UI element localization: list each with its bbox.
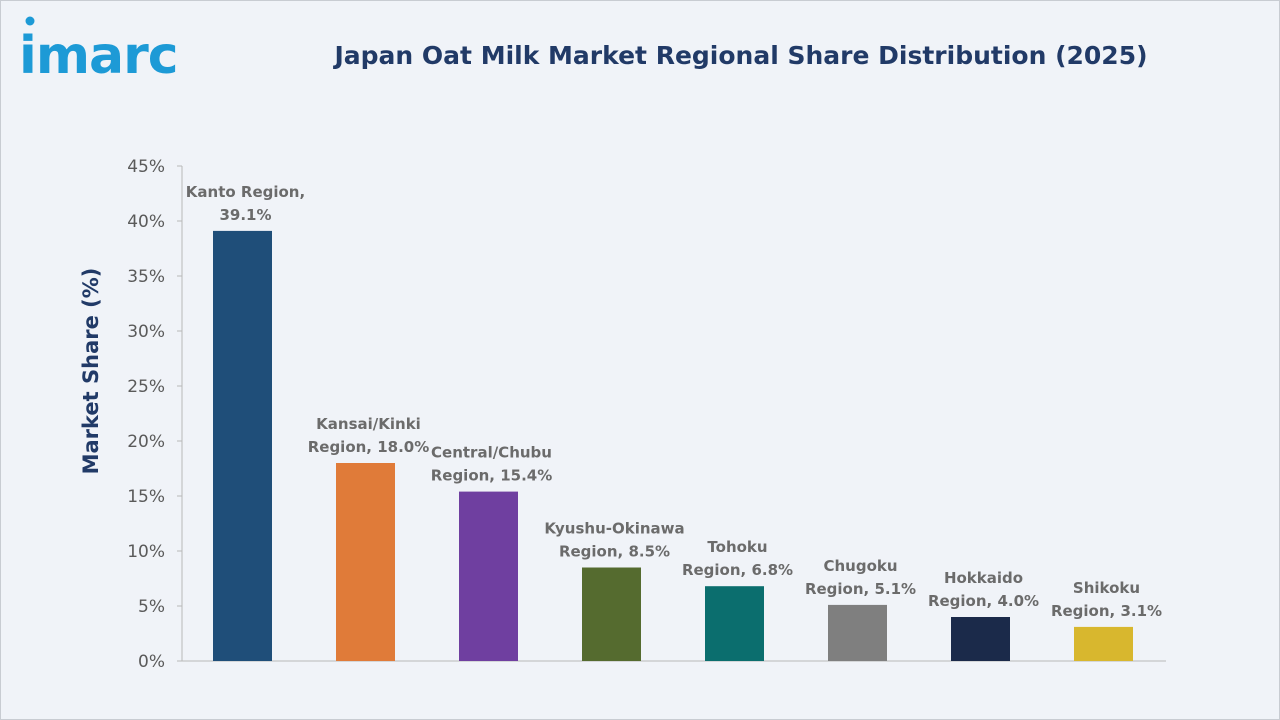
y-tick-label: 15% bbox=[127, 487, 165, 507]
imarc-logo: imarc bbox=[19, 16, 179, 85]
y-tick-label: 30% bbox=[127, 322, 165, 342]
data-label: Kanto Region, 39.1% bbox=[186, 183, 305, 224]
data-label-line: Central/Chubu bbox=[431, 444, 552, 462]
y-tick-label: 0% bbox=[138, 652, 165, 672]
data-label-line: Region, 18.0% bbox=[308, 438, 430, 456]
y-tick-label: 20% bbox=[127, 432, 165, 452]
data-label: Central/Chubu Region, 15.4% bbox=[431, 444, 553, 485]
bar bbox=[951, 617, 1010, 661]
y-tick-label: 40% bbox=[127, 212, 165, 232]
data-label: Chugoku Region, 5.1% bbox=[805, 557, 916, 598]
y-tick-label: 5% bbox=[138, 597, 165, 617]
data-label-line: Region, 5.1% bbox=[805, 580, 916, 598]
bar bbox=[213, 230, 272, 661]
data-label-line: Tohoku bbox=[707, 538, 767, 556]
data-label-line: 39.1% bbox=[219, 206, 271, 224]
data-label: Shikoku Region, 3.1% bbox=[1051, 579, 1162, 620]
y-tick-label: 35% bbox=[127, 267, 165, 287]
data-label: Kyushu-Okinawa Region, 8.5% bbox=[544, 520, 684, 561]
data-label: Tohoku Region, 6.8% bbox=[682, 538, 793, 579]
data-label-line: Kyushu-Okinawa bbox=[544, 520, 684, 538]
bar bbox=[582, 567, 641, 661]
data-label-line: Region, 3.1% bbox=[1051, 602, 1162, 620]
data-label-line: Region, 8.5% bbox=[559, 543, 670, 561]
y-tick-label: 10% bbox=[127, 542, 165, 562]
bar bbox=[705, 586, 764, 661]
data-label-line: Kanto Region, bbox=[186, 183, 305, 201]
bar bbox=[336, 463, 395, 661]
bar bbox=[459, 491, 518, 661]
y-tick-label: 25% bbox=[127, 377, 165, 397]
data-label-line: Hokkaido bbox=[944, 569, 1023, 587]
data-label-line: Chugoku bbox=[823, 557, 897, 575]
data-label: Hokkaido Region, 4.0% bbox=[928, 569, 1039, 610]
data-label-line: Shikoku bbox=[1073, 579, 1140, 597]
svg-text:imarc: imarc bbox=[19, 26, 178, 85]
y-tick-label: 45% bbox=[127, 157, 165, 177]
data-label-line: Region, 15.4% bbox=[431, 467, 553, 485]
chart-title: Japan Oat Milk Market Regional Share Dis… bbox=[334, 41, 1148, 70]
data-label-line: Region, 6.8% bbox=[682, 561, 793, 579]
data-label: Kansai/Kinki Region, 18.0% bbox=[308, 415, 430, 456]
bar bbox=[828, 604, 887, 661]
data-label-line: Region, 4.0% bbox=[928, 592, 1039, 610]
data-label-line: Kansai/Kinki bbox=[316, 415, 421, 433]
bar bbox=[1074, 626, 1133, 661]
